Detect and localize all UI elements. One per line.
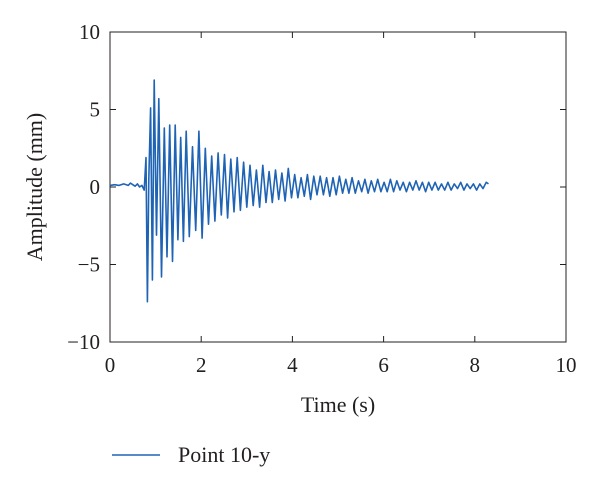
x-tick-label: 6 — [378, 353, 389, 377]
y-axis-tick-labels: −10 −5 0 5 10 — [67, 20, 100, 354]
series-line-point-10-y — [109, 79, 489, 303]
y-tick-label: 10 — [79, 20, 100, 44]
x-axis-tick-labels: 0 2 4 6 8 10 — [105, 353, 577, 377]
legend-label: Point 10-y — [178, 442, 270, 467]
x-tick-label: 4 — [287, 353, 298, 377]
x-tick-label: 0 — [105, 353, 116, 377]
x-tick-label: 8 — [470, 353, 481, 377]
y-tick-label: −10 — [67, 330, 100, 354]
x-axis-label: Time (s) — [301, 392, 375, 417]
y-axis-label: Amplitude (mm) — [22, 113, 47, 261]
y-tick-label: −5 — [78, 253, 100, 277]
y-tick-label: 0 — [90, 175, 101, 199]
y-axis-ticks — [110, 31, 566, 343]
legend: Point 10-y — [112, 442, 270, 467]
y-tick-label: 5 — [90, 98, 101, 122]
x-tick-label: 2 — [196, 353, 207, 377]
x-axis-ticks — [109, 32, 567, 342]
x-tick-label: 10 — [556, 353, 577, 377]
